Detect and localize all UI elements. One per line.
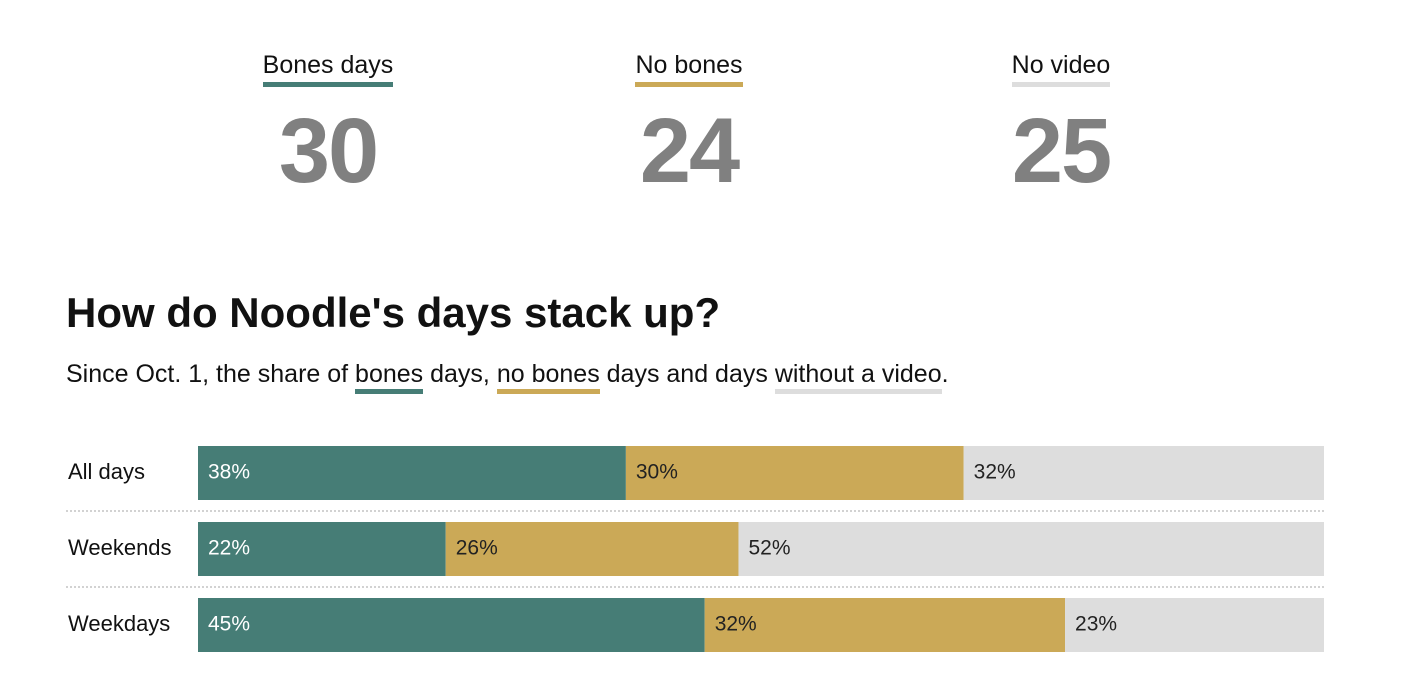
bar-segment: [445, 522, 739, 576]
bar-value-label: 32%: [974, 461, 1016, 484]
bar-segment: [704, 598, 1066, 652]
row-label: Weekends: [68, 535, 172, 560]
bar-value-label: 32%: [715, 613, 757, 636]
stat-value: 25: [1011, 100, 1112, 202]
bar-value-label: 26%: [456, 537, 498, 560]
stat-bones-days: Bones days 30: [208, 50, 448, 197]
subtitle-text: .: [941, 360, 949, 388]
bar-value-label: 22%: [208, 537, 250, 560]
bar-segment: [1065, 598, 1324, 652]
stat-label: No bones: [635, 50, 743, 87]
legend-no-video: without a video: [774, 360, 942, 394]
bar-value-label: 52%: [748, 537, 790, 560]
stat-label: Bones days: [262, 50, 394, 87]
bar-segment: [198, 446, 626, 500]
bar-value-label: 23%: [1075, 613, 1117, 636]
stat-no-video: No video 25: [941, 50, 1181, 197]
bar-segment: [738, 522, 1324, 576]
stat-value: 30: [278, 100, 379, 202]
bar-segment: [625, 446, 964, 500]
legend-bones: bones: [355, 360, 424, 394]
chart-subtitle: Since Oct. 1, the share of bones days, n…: [66, 358, 949, 394]
bar-segment: [198, 522, 446, 576]
bar-segment: [963, 446, 1324, 500]
stat-value: 24: [639, 100, 740, 202]
bar-value-label: 45%: [208, 613, 250, 636]
legend-no-bones: no bones: [496, 360, 600, 394]
stat-label: No video: [1011, 50, 1111, 87]
stat-no-bones: No bones 24: [569, 50, 809, 197]
bar-value-label: 30%: [636, 461, 678, 484]
subtitle-text: days and days: [599, 360, 775, 388]
chart-title: How do Noodle's days stack up?: [66, 289, 721, 336]
row-label: All days: [68, 459, 145, 484]
bar-segment: [198, 598, 705, 652]
subtitle-text: days,: [423, 360, 497, 388]
subtitle-text: Since Oct. 1, the share of: [66, 360, 356, 388]
bar-value-label: 38%: [208, 461, 250, 484]
row-label: Weekdays: [68, 611, 170, 636]
